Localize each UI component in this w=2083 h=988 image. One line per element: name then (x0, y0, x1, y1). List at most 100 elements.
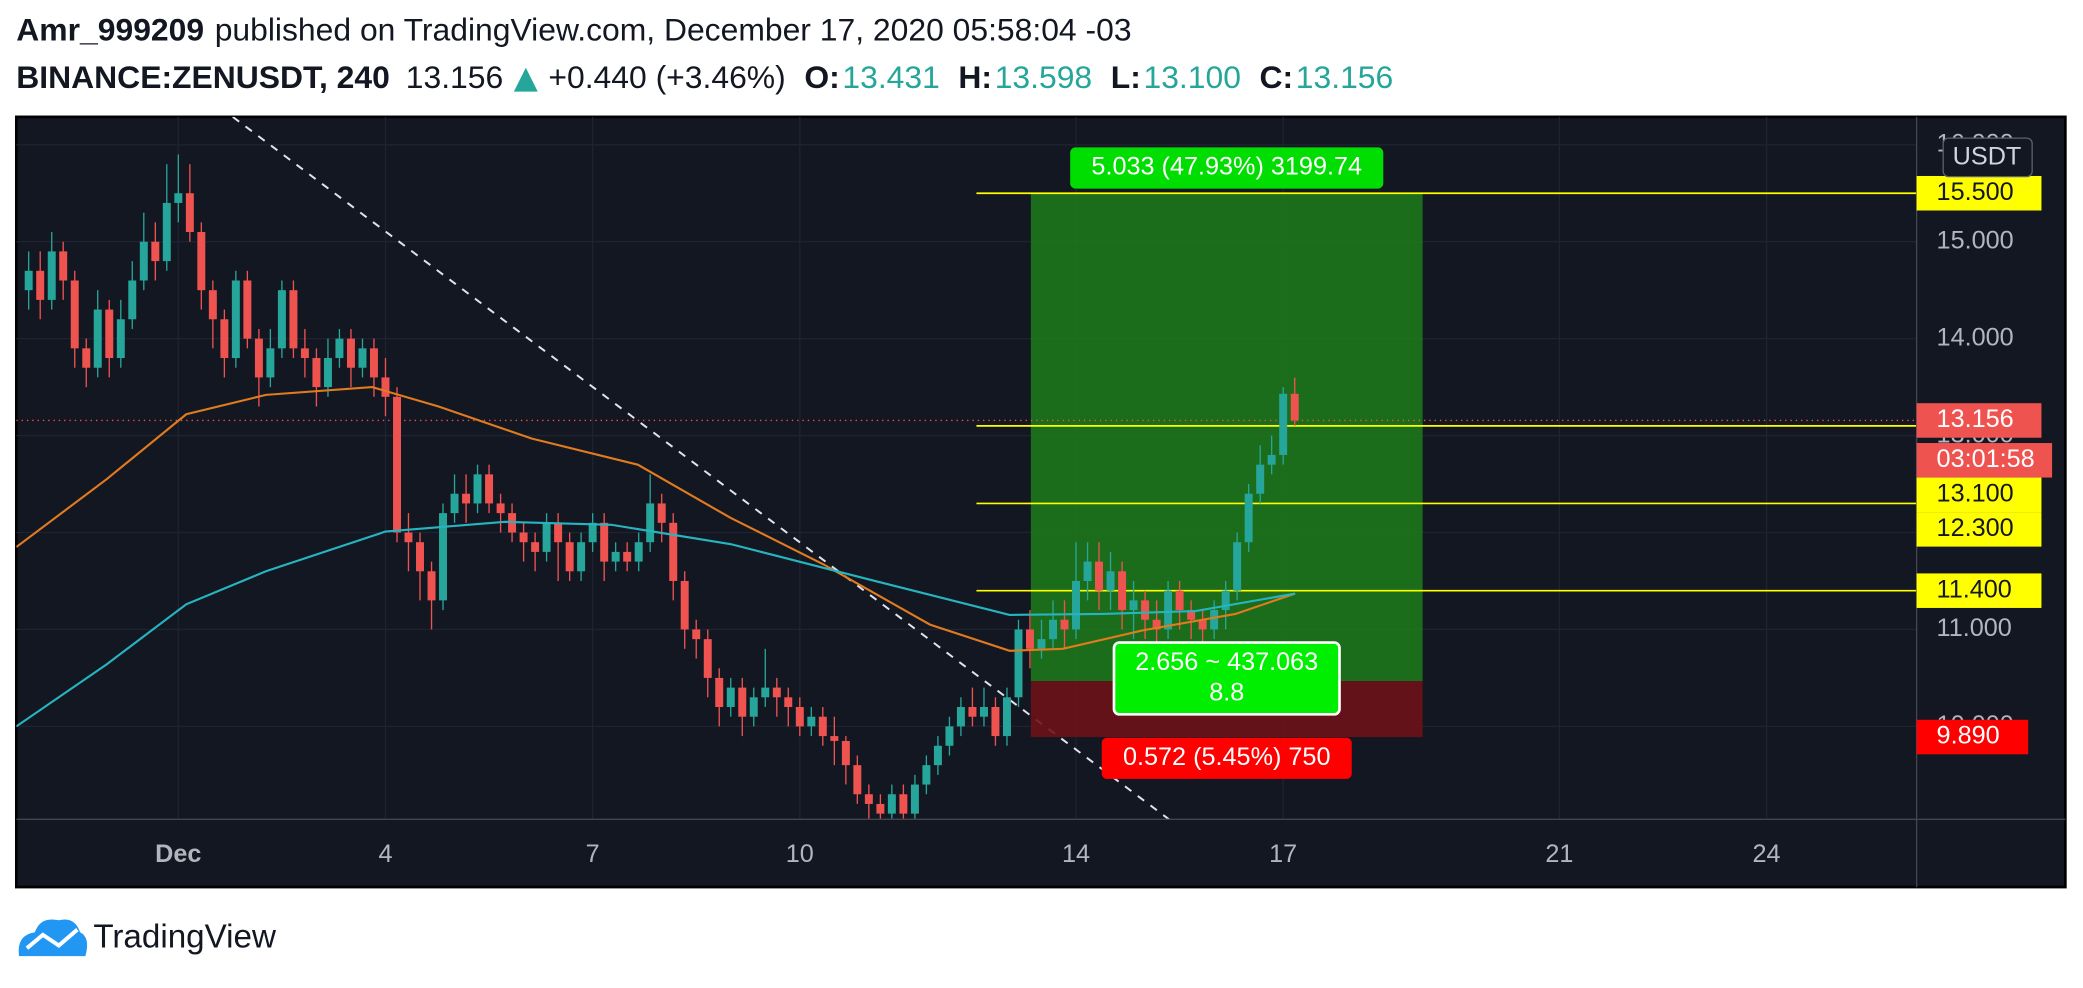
candle-body (70, 280, 79, 349)
x-tick-label: Dec (155, 840, 201, 868)
footer-brand: TradingView (93, 919, 277, 956)
candle-body (738, 687, 747, 717)
candle-body (922, 765, 931, 785)
candle-body (1233, 542, 1242, 591)
candle-body (1083, 561, 1092, 581)
candle-body (772, 687, 781, 698)
candle-body (47, 251, 56, 300)
candle-body (1198, 619, 1207, 630)
candle-body (208, 290, 217, 320)
candle-body (1210, 610, 1219, 630)
candle-body (1164, 590, 1173, 630)
candle-body (634, 542, 643, 562)
candle-body (864, 794, 873, 804)
candle-body (1129, 600, 1138, 611)
last-price: 13.156 (406, 59, 503, 95)
candle-body (1037, 639, 1046, 649)
candle-body (726, 687, 735, 708)
low-value: 13.100 (1143, 59, 1240, 95)
moving-average (16, 520, 1296, 728)
candle-body (1095, 561, 1104, 591)
candle-body (680, 580, 689, 630)
candle-body (116, 319, 125, 359)
level-label: 15.500 (1937, 178, 2014, 206)
price-labels: 5.033 (47.93%) 3199.74 2.656 ~ 437.0638.8… (1070, 147, 2053, 779)
candle-body (623, 551, 632, 562)
candle-body (36, 270, 45, 300)
stop-label-box (1101, 737, 1352, 779)
x-tick-label: 17 (1269, 840, 1297, 868)
candle-body (277, 290, 286, 349)
level-label: 13.100 (1937, 479, 2014, 507)
open-value: 13.431 (842, 59, 939, 95)
candle-body (899, 794, 908, 814)
x-tick-label: 7 (586, 840, 600, 868)
level-label-box (1916, 512, 2042, 547)
price-change: +0.440 (+3.46%) (548, 59, 785, 95)
candle-body (818, 716, 827, 737)
candle-body (807, 716, 816, 727)
candle-body (1118, 571, 1127, 611)
symbol: BINANCE:ZENUSDT, 240 (16, 59, 390, 95)
candle-body (369, 348, 378, 378)
candle-body (795, 707, 804, 727)
candle-body (1106, 571, 1115, 591)
candle-body (243, 280, 252, 339)
level-label: 11.400 (1937, 575, 2012, 603)
high-label: H: (958, 59, 992, 95)
candle-body (646, 503, 655, 543)
candle-body (346, 338, 355, 368)
candle-body (1244, 493, 1253, 543)
candle-body (289, 290, 298, 349)
countdown-label-box (1916, 443, 2053, 478)
currency: USDT (1953, 143, 2022, 171)
last-price-label-box (1916, 403, 2042, 438)
publish-info: published on TradingView.com, December 1… (215, 11, 1132, 47)
candle-body (82, 348, 91, 368)
candle-body (1049, 619, 1058, 640)
stop-price-label: 9.890 (1937, 722, 2000, 750)
logo-line (25, 928, 79, 950)
candle-body (1187, 610, 1196, 620)
level-label-box (1916, 175, 2042, 211)
candle-body (485, 474, 494, 504)
candle-body (979, 707, 988, 717)
y-tick-label: 15.000 (1937, 226, 2014, 254)
trend-line (232, 116, 1170, 820)
candle-body (185, 193, 194, 233)
candle-body (749, 697, 758, 717)
candle-body (1141, 600, 1150, 620)
y-tick-label: 14.000 (1937, 323, 2014, 351)
candle-body (1221, 590, 1230, 611)
candle-body (703, 639, 712, 678)
candle-body (1175, 590, 1184, 611)
candle-body (887, 794, 896, 814)
candle-body (24, 270, 33, 291)
candle-body (335, 338, 344, 359)
candle-body (1290, 393, 1299, 421)
countdown-label: 03:01:58 (1937, 445, 2035, 473)
moving-average (16, 386, 1296, 652)
candle-body (1267, 454, 1276, 465)
high-value: 13.598 (995, 59, 1092, 95)
candle-body (439, 513, 447, 601)
stop-label: 0.572 (5.45%) 750 (1123, 743, 1331, 771)
candle-body (692, 629, 701, 640)
stop-price-label-box (1916, 719, 2029, 755)
candle-body (565, 542, 574, 572)
axes: 10.00011.00012.00013.00014.00015.00016.0… (155, 129, 2013, 867)
candle-body (611, 551, 620, 562)
up-arrow (513, 67, 538, 92)
x-tick-label: 4 (378, 840, 392, 868)
candle-body (853, 765, 862, 795)
x-tick-label: 10 (786, 840, 814, 868)
candle-body (266, 348, 275, 378)
candle-body (496, 503, 505, 514)
candle-body (381, 377, 390, 397)
level-label-box (1916, 573, 2042, 608)
header: Amr_999209 published on TradingView.com, … (16, 11, 1393, 95)
candle-body (473, 474, 482, 504)
candle-body (830, 736, 839, 741)
candle-body (174, 193, 183, 203)
